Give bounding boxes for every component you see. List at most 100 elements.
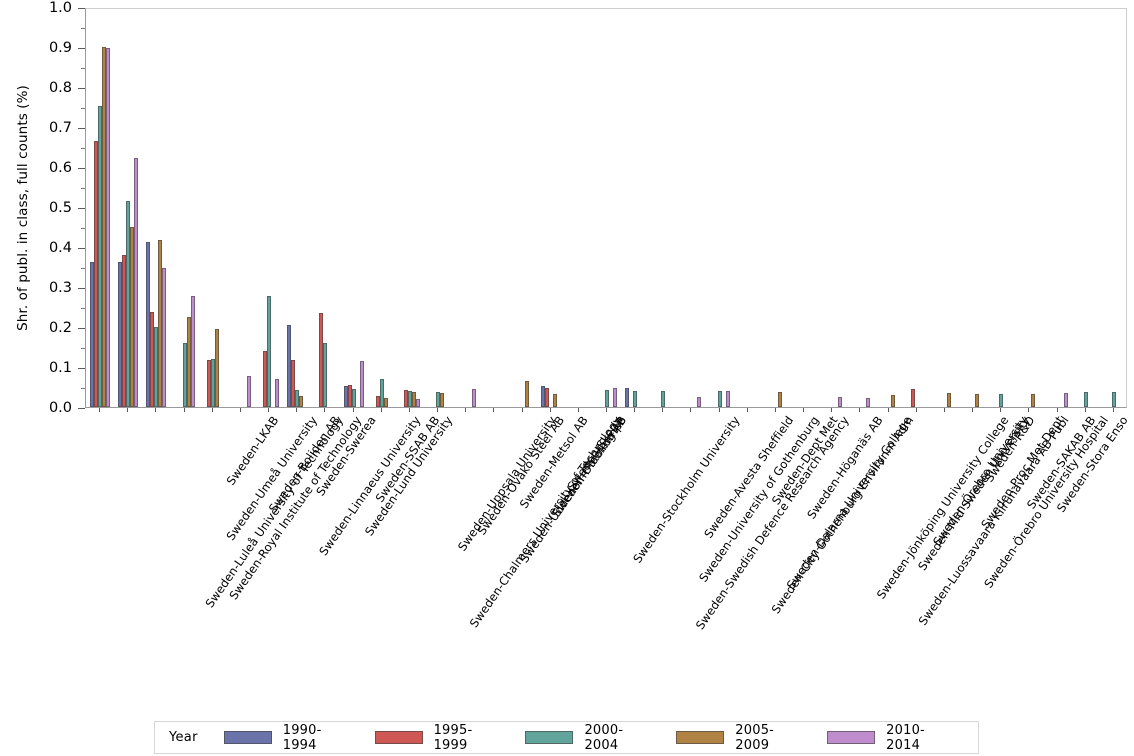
bar — [98, 105, 103, 407]
legend-entry[interactable]: 1990-1994 — [223, 722, 345, 753]
legend-swatch — [676, 731, 725, 744]
x-axis-tick — [831, 408, 833, 412]
bar — [415, 399, 420, 407]
bar — [777, 391, 782, 407]
bar-group — [1076, 9, 1096, 407]
bar-group — [118, 9, 139, 407]
y-axis-minor-tick — [81, 308, 85, 309]
y-axis-minor-tick — [81, 148, 85, 149]
y-axis-tick — [78, 8, 85, 9]
bar — [544, 388, 549, 407]
bar-group — [569, 9, 589, 407]
bar — [999, 394, 1004, 407]
bar-group — [484, 9, 504, 407]
legend-label: 1990-1994 — [282, 722, 322, 753]
x-axis-tick — [1084, 408, 1086, 412]
x-axis-tick — [718, 408, 720, 412]
x-axis-tick — [915, 408, 917, 412]
bar-group — [146, 9, 167, 407]
x-axis-tick — [324, 408, 326, 412]
bar-group — [372, 9, 392, 407]
y-axis-tick-label: 0.9 — [48, 40, 72, 56]
bar — [403, 389, 408, 407]
legend-entry[interactable]: 2010-2014 — [827, 723, 948, 753]
bar — [375, 395, 380, 407]
x-axis-tick — [380, 408, 382, 412]
bar — [267, 296, 272, 407]
bar-series-container — [86, 9, 1126, 407]
bar — [552, 393, 557, 407]
legend-swatch — [223, 731, 272, 744]
legend: Year 1990-1994 1995-1999 2000-2004 2005-200… — [154, 721, 979, 754]
bar-group — [1019, 9, 1039, 407]
bar-group — [850, 9, 871, 407]
y-axis-minor-tick — [81, 188, 85, 189]
x-axis-tick — [972, 408, 974, 412]
bar-group — [766, 9, 786, 407]
bar-group — [540, 9, 561, 407]
x-axis-tick — [268, 408, 270, 412]
y-axis-tick-label: 0.2 — [48, 320, 72, 336]
bar — [291, 359, 296, 407]
legend-entry[interactable]: 1995-1999 — [374, 723, 496, 753]
y-axis-tick — [78, 168, 85, 169]
bar — [605, 389, 609, 407]
legend-entry[interactable]: 2000-2004 — [525, 723, 646, 753]
bar-group — [738, 9, 758, 407]
bar — [146, 242, 151, 407]
bar-group — [879, 9, 899, 407]
bar — [106, 47, 111, 407]
bar-group — [597, 9, 617, 407]
bar — [275, 379, 280, 407]
bar — [540, 386, 545, 407]
bar — [102, 47, 107, 407]
bar — [186, 317, 191, 407]
legend-entry[interactable]: 2005-2009 — [676, 723, 797, 753]
y-axis-tick-label: 0.3 — [48, 280, 72, 296]
bar-group — [315, 9, 335, 407]
bar-group — [456, 9, 477, 407]
x-axis-tick — [606, 408, 607, 412]
y-axis-tick — [78, 128, 85, 129]
y-axis-minor-tick — [81, 268, 85, 269]
x-axis-tick — [352, 408, 354, 412]
bar-group — [907, 9, 927, 407]
bar — [472, 389, 477, 407]
bar-group — [90, 9, 111, 407]
x-axis-tick — [239, 408, 241, 412]
bar — [351, 388, 356, 407]
y-axis-tick-label: 0.6 — [48, 160, 72, 176]
bar — [524, 381, 529, 407]
x-axis-tick — [549, 408, 551, 412]
bar — [343, 386, 348, 407]
y-axis-tick — [78, 368, 85, 369]
bar-group — [1048, 9, 1068, 407]
bar-group — [513, 9, 533, 407]
y-axis-minor-tick — [81, 348, 85, 349]
x-axis-tick — [437, 408, 439, 412]
bar — [182, 343, 187, 407]
legend-title: Year — [169, 730, 198, 745]
bar-group — [203, 9, 223, 407]
x-axis-tick — [690, 408, 692, 412]
y-axis-tick — [78, 288, 85, 289]
y-axis-minor-tick — [81, 228, 85, 229]
y-axis-tick-label: 0.5 — [48, 200, 72, 216]
bar — [134, 158, 139, 407]
x-axis-tick — [634, 408, 636, 412]
bar — [890, 395, 895, 407]
y-axis-tick-label: 0.1 — [48, 360, 72, 376]
bar — [263, 350, 268, 407]
bar — [1063, 392, 1068, 407]
x-axis-tick — [1028, 408, 1030, 412]
legend-swatch — [374, 731, 423, 744]
legend-label: 2005-2009 — [735, 722, 775, 753]
x-axis-tick — [465, 408, 467, 412]
y-axis-tick — [78, 208, 85, 209]
bar — [725, 391, 730, 407]
bar — [661, 391, 666, 407]
bar-group — [428, 9, 448, 407]
bar-group — [963, 9, 983, 407]
bar — [126, 201, 131, 407]
